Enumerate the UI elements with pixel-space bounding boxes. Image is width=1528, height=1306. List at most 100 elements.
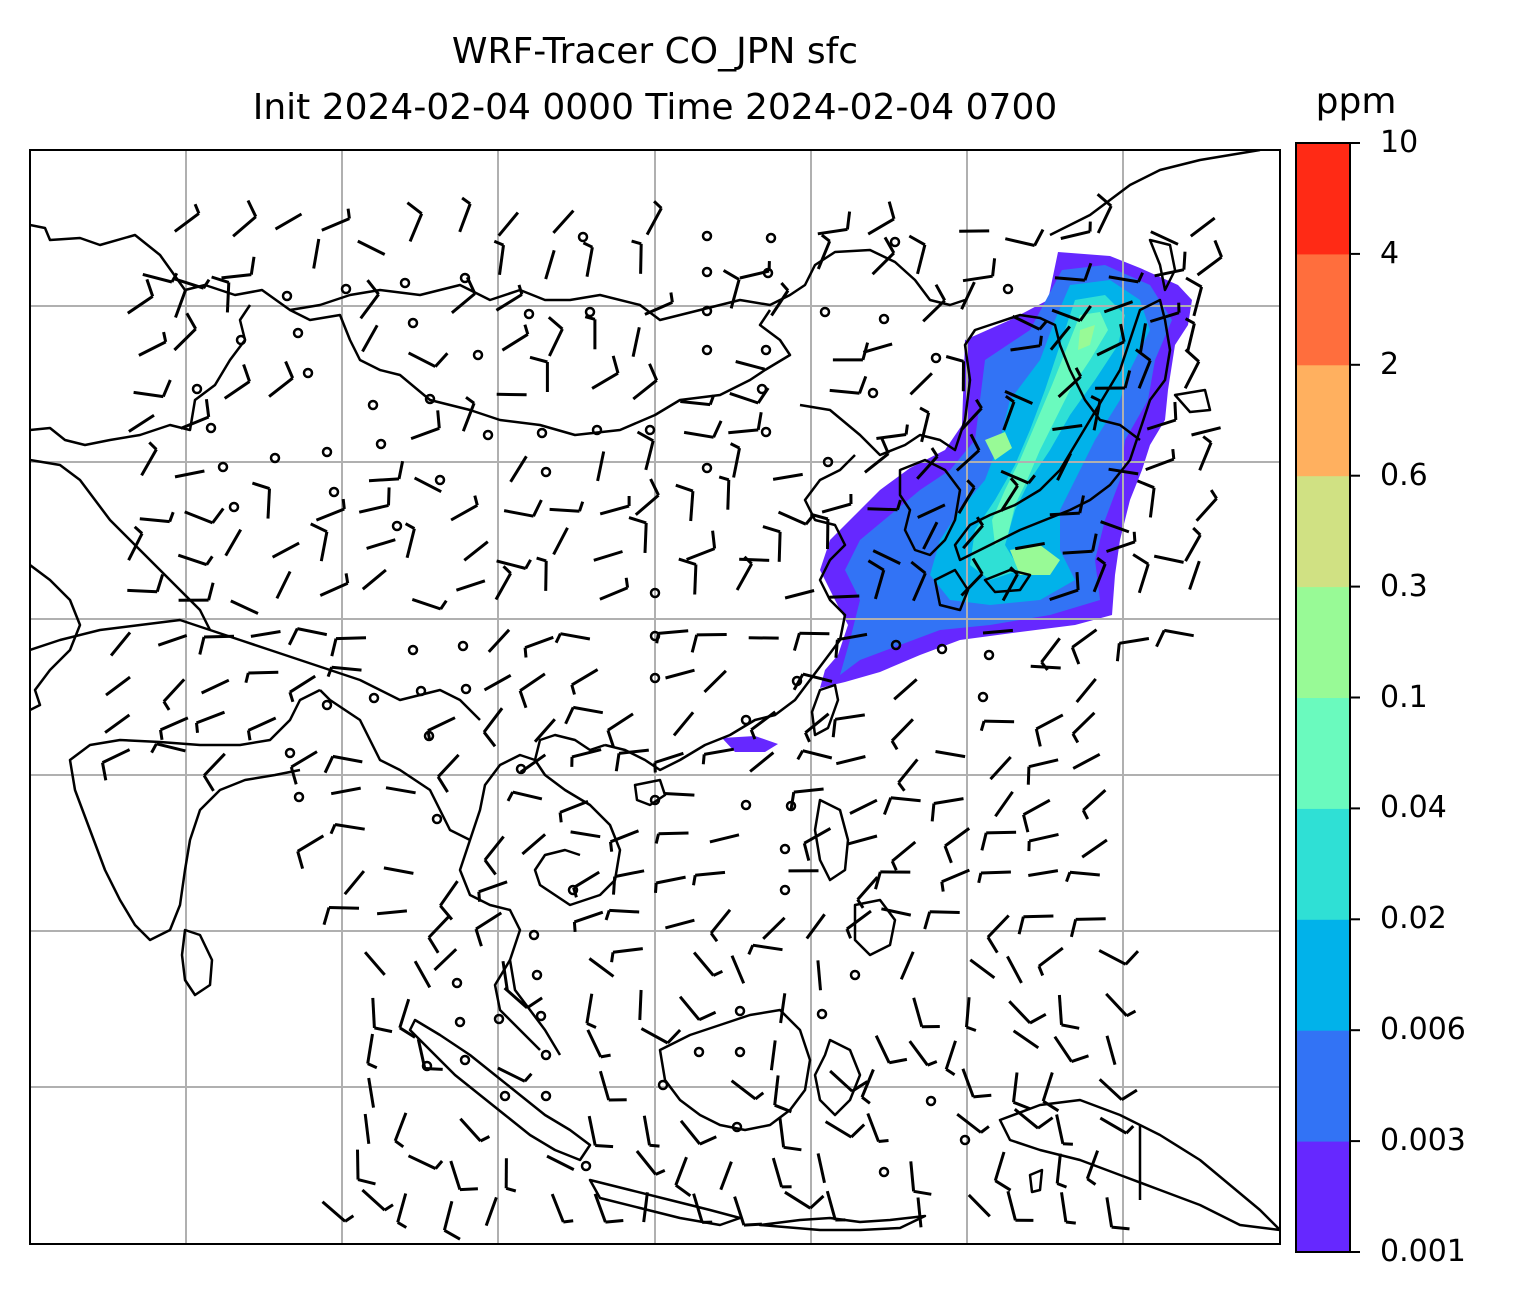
wind-barb [564, 705, 604, 725]
calm-wind-marker [293, 791, 305, 803]
calm-wind-marker [284, 747, 296, 759]
wind-barb [585, 993, 597, 1029]
wind-barb [919, 406, 931, 443]
colorbar-tick-label: 0.02 [1380, 901, 1447, 937]
wind-barb [940, 868, 970, 892]
wind-barb [1057, 994, 1080, 1030]
wind-barb [910, 560, 927, 602]
wind-barb [606, 712, 634, 748]
colorbar-segment [1296, 1141, 1350, 1253]
wind-barb [506, 790, 543, 802]
wind-barb [979, 719, 1015, 732]
calm-wind-marker [760, 426, 772, 438]
wind-barb [849, 798, 878, 815]
wind-barb [195, 710, 226, 733]
wind-barb [835, 755, 866, 766]
coast-japan-kyushu [933, 568, 970, 612]
wind-barb [150, 742, 186, 754]
wind-barb [521, 833, 547, 856]
wind-barb [967, 1193, 991, 1218]
wind-barb [406, 201, 424, 242]
colorbar-tick-label: 0.006 [1380, 1012, 1466, 1048]
wind-barb [612, 869, 645, 895]
wind-barb [730, 955, 746, 984]
wind-barb [361, 1188, 394, 1212]
wind-barb [1105, 992, 1137, 1018]
wind-barb [1184, 317, 1196, 353]
wind-barb [287, 627, 328, 646]
calm-wind-marker [424, 393, 436, 405]
calm-wind-marker [459, 1054, 471, 1066]
calm-wind-marker [936, 643, 948, 655]
wind-barb [1189, 216, 1216, 238]
wind-barb [1106, 531, 1137, 553]
wind-barb [1040, 637, 1061, 671]
wind-barb [678, 557, 698, 595]
coast-sakhalin [1049, 150, 1261, 237]
wind-barb [631, 239, 643, 274]
wind-barb [109, 631, 132, 657]
calm-wind-marker [701, 344, 713, 356]
wind-barb [749, 751, 775, 773]
wind-barb [584, 315, 597, 350]
wind-barb [599, 496, 631, 516]
wind-barb [729, 442, 741, 478]
wind-barb [546, 1154, 575, 1171]
wind-barb [719, 1161, 733, 1191]
calm-wind-marker [693, 1046, 705, 1058]
wind-barb [271, 541, 300, 559]
wind-barb [246, 716, 277, 741]
wind-barb [572, 910, 604, 933]
wind-barb [692, 870, 726, 886]
wind-barb [509, 455, 528, 483]
wind-barb [1054, 262, 1093, 282]
colorbar-tick-label: 0.1 [1380, 679, 1428, 715]
wind-barb [503, 986, 543, 1010]
wind-barb [912, 997, 940, 1029]
wind-barbs [101, 193, 1223, 1241]
coast-hokkaido [1148, 238, 1177, 292]
wind-barb [223, 364, 251, 400]
wind-barb [1070, 628, 1098, 665]
calm-wind-marker [493, 1013, 505, 1025]
wind-barb [1001, 566, 1019, 602]
calm-wind-marker [540, 1090, 552, 1102]
wind-barb [956, 1113, 990, 1134]
wind-barb [735, 555, 754, 591]
wind-barb [923, 910, 960, 930]
wind-barb [824, 1120, 866, 1139]
wind-barb [960, 281, 976, 310]
wind-barb [529, 355, 549, 392]
wind-barb [356, 1149, 376, 1186]
wind-barb [1188, 560, 1201, 590]
coast-mindanao [853, 898, 897, 957]
calm-wind-marker [460, 683, 472, 695]
wind-barb [1154, 251, 1187, 278]
wind-barb [1149, 302, 1181, 323]
colorbar-segment [1296, 697, 1350, 809]
wind-barb [361, 324, 379, 353]
wind-barb [426, 716, 456, 741]
wind-barb [180, 399, 211, 430]
calm-wind-marker [819, 306, 831, 318]
wind-barb [654, 875, 686, 894]
wind-barb [1055, 1153, 1068, 1189]
wind-barb [1017, 914, 1054, 935]
coast-borneo [658, 1008, 812, 1132]
colorbar-segment [1296, 808, 1350, 920]
wind-barb [442, 1200, 461, 1241]
wind-barb [366, 538, 396, 550]
wind-barb [296, 834, 325, 870]
calm-wind-marker [959, 1134, 971, 1146]
calm-wind-marker [731, 1121, 743, 1133]
wind-barb [330, 786, 361, 796]
calm-wind-marker [281, 290, 293, 302]
coast-sumatra [408, 1018, 592, 1162]
wind-barb [1153, 554, 1184, 564]
wind-barb [1075, 677, 1097, 704]
wind-barb [127, 525, 144, 561]
wind-barb [1004, 228, 1045, 247]
wind-barb [1006, 955, 1023, 984]
wind-barb [1198, 435, 1213, 471]
wind-barb [772, 472, 803, 481]
